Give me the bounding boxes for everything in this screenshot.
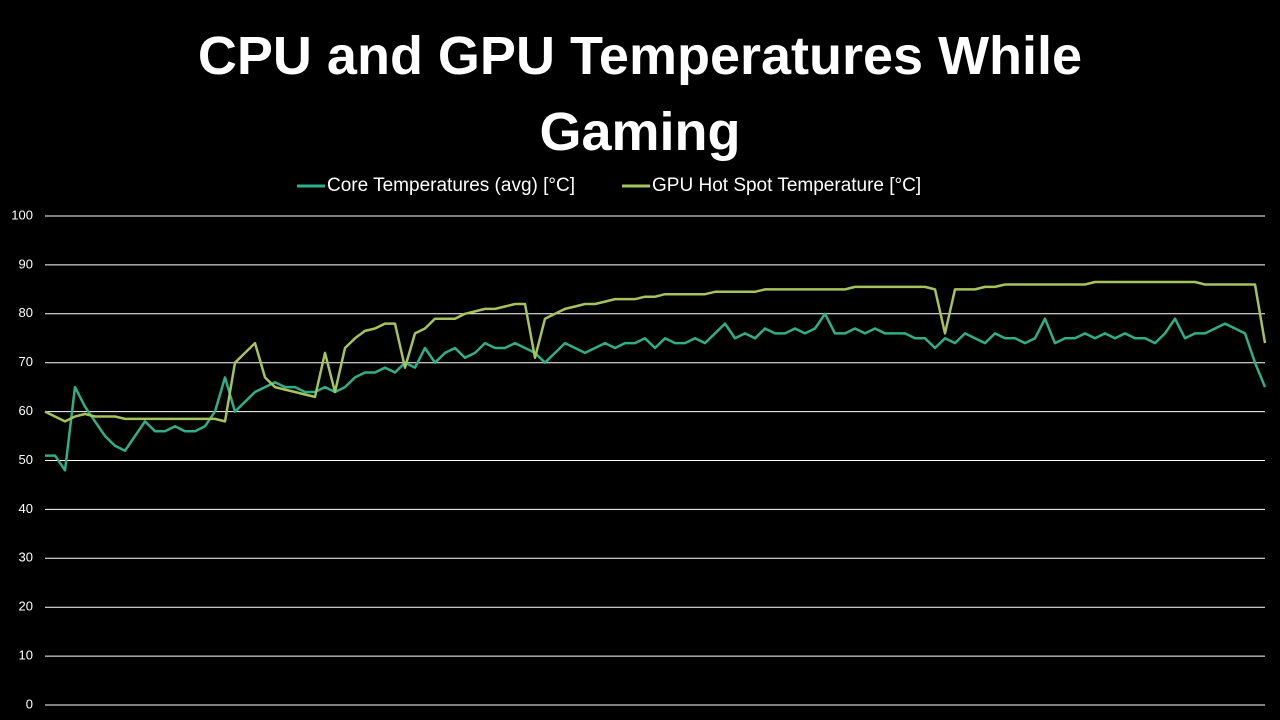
series-line (45, 312, 1267, 472)
y-tick-label: 50 (19, 452, 33, 467)
y-tick-label: 70 (19, 354, 33, 369)
legend: GPU Hot Spot Temperature [°C] (652, 175, 921, 196)
y-tick-label: 0 (26, 696, 33, 711)
y-tick-label: 40 (19, 501, 33, 516)
y-tick-label: 30 (19, 550, 33, 565)
y-tick-label: 10 (19, 648, 33, 663)
y-tick-label: 20 (19, 599, 33, 614)
y-tick-label: 80 (19, 305, 33, 320)
y-tick-label: 60 (19, 403, 33, 418)
legend: Core Temperatures (avg) [°C] (327, 175, 575, 196)
chart-title: CPU and GPU Temperatures While Gaming (197, 26, 1083, 162)
y-tick-label: 100 (11, 207, 33, 222)
y-tick-label: 90 (19, 256, 33, 271)
series-line (44, 280, 1267, 423)
